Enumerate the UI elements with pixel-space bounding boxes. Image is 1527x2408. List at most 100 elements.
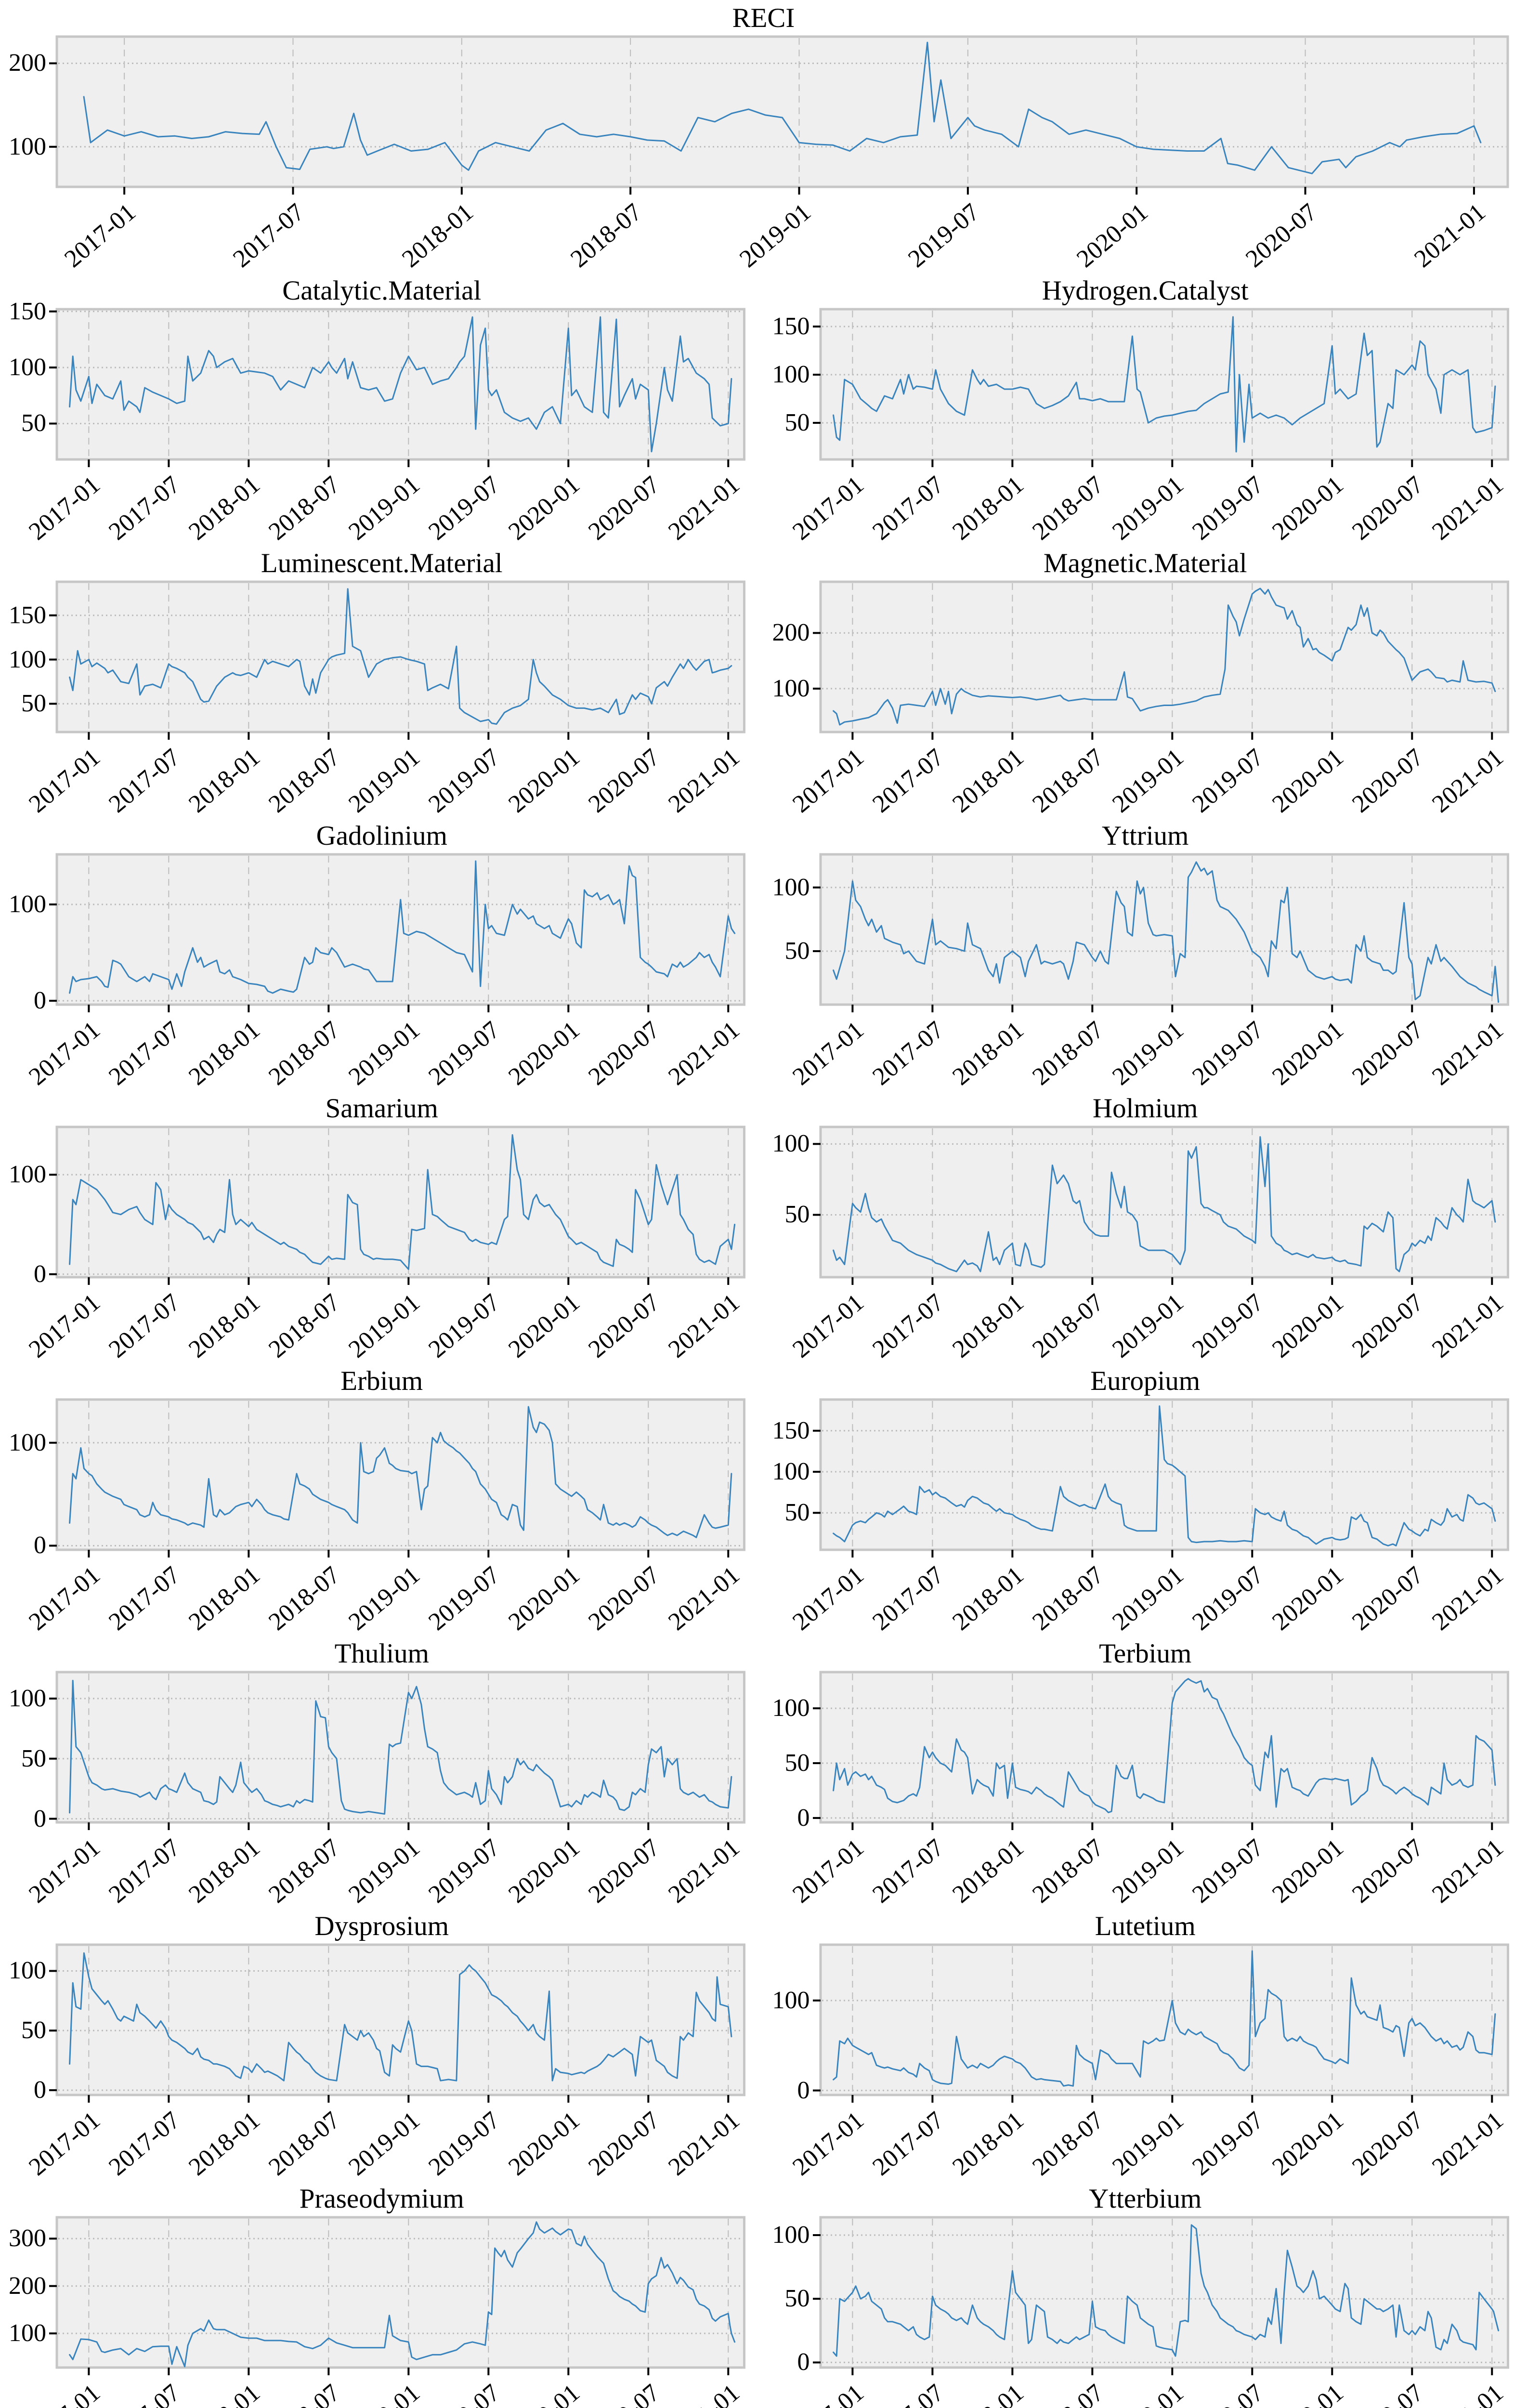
chart-title: Lutetium (1095, 1911, 1196, 1941)
chart-ytterbium: Ytterbium2017-012017-072018-012018-07201… (764, 2181, 1527, 2408)
chart-reci: RECI 2017-01 2017-07 2018-01 2018-07 2019-01 2… (0, 0, 1527, 273)
x-tick-label: 2020-07 (583, 2106, 666, 2181)
plot-background (819, 580, 1509, 733)
x-axis-labels: 2017-012017-072018-012018-072019-012019-… (24, 2368, 745, 2408)
x-tick-label: 2018-01 (947, 471, 1029, 546)
plot-svg (49, 1671, 745, 1830)
plot-background (55, 35, 1509, 188)
chart-title: Dysprosium (314, 1911, 449, 1941)
y-tick-label: 100 (9, 1957, 46, 1985)
data-line (832, 1136, 1496, 1272)
x-tick-label: 2020-01 (1267, 2379, 1348, 2408)
x-tick-label: 2018-07 (1027, 743, 1109, 818)
x-tick-label: 2018-01 (947, 2379, 1029, 2408)
x-tick-label: 2017-01 (787, 2379, 869, 2408)
y-tick-label: 50 (784, 937, 810, 965)
x-tick-label: 2019-07 (1187, 2379, 1268, 2408)
x-tick-label: 2017-07 (104, 2379, 185, 2408)
x-tick-label: 2019-07 (423, 743, 506, 818)
x-tick-label: 2018-01 (947, 1016, 1029, 1091)
x-tick-label: 2019-01 (343, 2106, 426, 2181)
x-tick-label: 2019-07 (423, 1288, 506, 1363)
x-tick-label: 2018-07 (1027, 471, 1109, 546)
x-tick-label: 2020-07 (584, 2379, 665, 2408)
x-tick-label: 2021-01 (1409, 198, 1491, 273)
plot-svg (49, 1398, 745, 1557)
plot-svg (49, 853, 745, 1012)
plot-svg (49, 1943, 745, 2103)
y-tick-label: 0 (797, 1804, 810, 1832)
x-tick-label: 2019-01 (343, 1288, 426, 1363)
x-tick-label: 2020-07 (583, 1288, 666, 1363)
chart-title: Terbium (1099, 1638, 1192, 1669)
x-tick-label: 2020-07 (583, 1016, 666, 1091)
x-tick-label: 2017-07 (104, 1016, 186, 1091)
x-tick-label: 2018-07 (1027, 2379, 1109, 2408)
plot-background (55, 2216, 745, 2369)
plot-svg (812, 1671, 1509, 1830)
x-tick-label: 2021-01 (663, 1561, 745, 1636)
chart-magnetic: Magnetic.Material 2017-01 2017-07 2018-01 20… (764, 545, 1527, 818)
x-tick-label: 2018-01 (183, 471, 266, 546)
chart-title: Thulium (334, 1638, 429, 1669)
x-tick-label: 2020-01 (503, 471, 586, 546)
x-tick-label: 2018-07 (1027, 1016, 1109, 1091)
plot-background (819, 1125, 1509, 1279)
y-tick-label: 0 (34, 987, 46, 1014)
x-tick-label: 2021-01 (1427, 1288, 1509, 1363)
x-tick-label: 2021-01 (1427, 471, 1509, 546)
x-tick-label: 2018-01 (184, 2379, 265, 2408)
data-line (69, 316, 732, 453)
x-tick-label: 2019-07 (1187, 1833, 1269, 1909)
x-tick-label: 2018-07 (263, 1288, 346, 1363)
chart-title: Erbium (340, 1366, 423, 1396)
x-tick-label: 2019-07 (424, 2379, 505, 2408)
chart-lutetium: Lutetium 2017-01 2017-07 2018-01 2018-07 2019… (764, 1908, 1527, 2181)
x-tick-label: 2018-01 (183, 1288, 266, 1363)
y-tick-label: 100 (9, 353, 46, 381)
y-tick-label: 0 (34, 1531, 46, 1559)
x-tick-label: 2019-01 (1107, 2379, 1188, 2408)
data-line (832, 861, 1499, 1003)
y-tick-label: 100 (772, 2221, 810, 2249)
plot-area: 2017-012017-072018-012018-072019-012019-… (0, 2216, 764, 2408)
y-tick-label: 100 (9, 1161, 46, 1189)
x-tick-label: 2017-07 (867, 743, 949, 818)
x-tick-label: 2018-01 (183, 1561, 266, 1636)
y-tick-label: 300 (9, 2225, 46, 2252)
x-tick-label: 2019-07 (1187, 1561, 1269, 1636)
x-tick-label: 2019-01 (1107, 2106, 1189, 2181)
x-tick-label: 2017-01 (787, 1016, 869, 1091)
y-tick-label: 50 (21, 409, 46, 437)
y-tick-label: 100 (772, 674, 810, 702)
x-tick-label: 2017-01 (24, 2106, 106, 2181)
x-tick-label: 2019-01 (1107, 1561, 1189, 1636)
x-tick-label: 2019-07 (1187, 1288, 1269, 1363)
x-tick-label: 2019-01 (734, 198, 816, 273)
chart-samarium: Samarium 2017-01 2017-07 2018-01 2018-07 2019… (0, 1090, 764, 1363)
x-tick-label: 2020-01 (1267, 1288, 1349, 1363)
x-tick-label: 2020-01 (503, 1561, 586, 1636)
x-tick-label: 2020-07 (583, 1833, 666, 1909)
plot-background (819, 853, 1509, 1006)
x-tick-label: 2017-01 (787, 1288, 869, 1363)
x-tick-label: 2020-01 (504, 2379, 585, 2408)
x-tick-label: 2019-07 (423, 1016, 506, 1091)
chart-erbium: Erbium 2017-01 2017-07 2018-01 2018-07 2019-0… (0, 1363, 764, 1636)
chart-terbium: Terbium 2017-01 2017-07 2018-01 2018-07 2019-… (764, 1636, 1527, 1909)
x-tick-label: 2017-07 (867, 1561, 949, 1636)
x-tick-label: 2019-01 (343, 743, 426, 818)
